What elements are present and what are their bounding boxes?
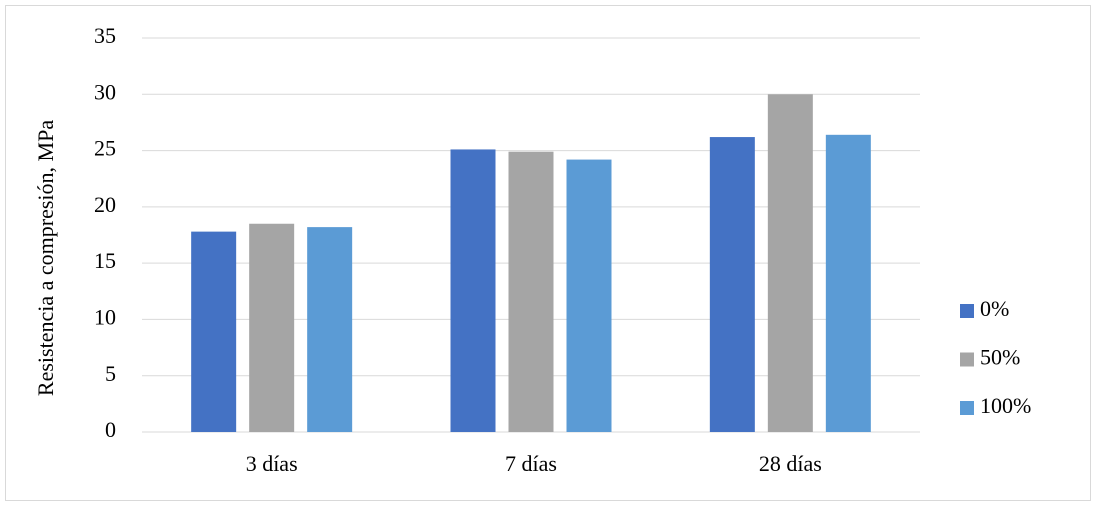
bar xyxy=(825,134,871,432)
legend-swatch xyxy=(960,401,974,415)
y-tick-label: 5 xyxy=(105,361,116,386)
legend-swatch xyxy=(960,352,974,367)
y-tick-label: 25 xyxy=(94,136,116,161)
y-tick-label: 0 xyxy=(105,417,116,442)
y-tick-label: 10 xyxy=(94,304,116,329)
x-tick-label: 3 días xyxy=(246,451,298,476)
y-axis-title: Resistencia a compresión, MPa xyxy=(33,120,58,396)
y-tick-label: 20 xyxy=(94,192,116,217)
bar xyxy=(249,223,295,432)
bar xyxy=(191,231,237,432)
bar xyxy=(508,151,554,432)
bar xyxy=(307,227,353,432)
bar xyxy=(566,159,612,432)
y-tick-label: 30 xyxy=(94,79,116,104)
bar xyxy=(709,137,755,432)
legend-label: 0% xyxy=(980,296,1009,321)
legend-label: 50% xyxy=(980,345,1020,370)
y-tick-label: 15 xyxy=(94,248,116,273)
x-tick-label: 28 días xyxy=(759,451,822,476)
x-tick-label: 7 días xyxy=(505,451,557,476)
bar xyxy=(450,149,496,432)
y-tick-label: 35 xyxy=(94,23,116,48)
legend-swatch xyxy=(960,304,974,318)
bar xyxy=(767,94,813,433)
legend-label: 100% xyxy=(980,393,1031,418)
